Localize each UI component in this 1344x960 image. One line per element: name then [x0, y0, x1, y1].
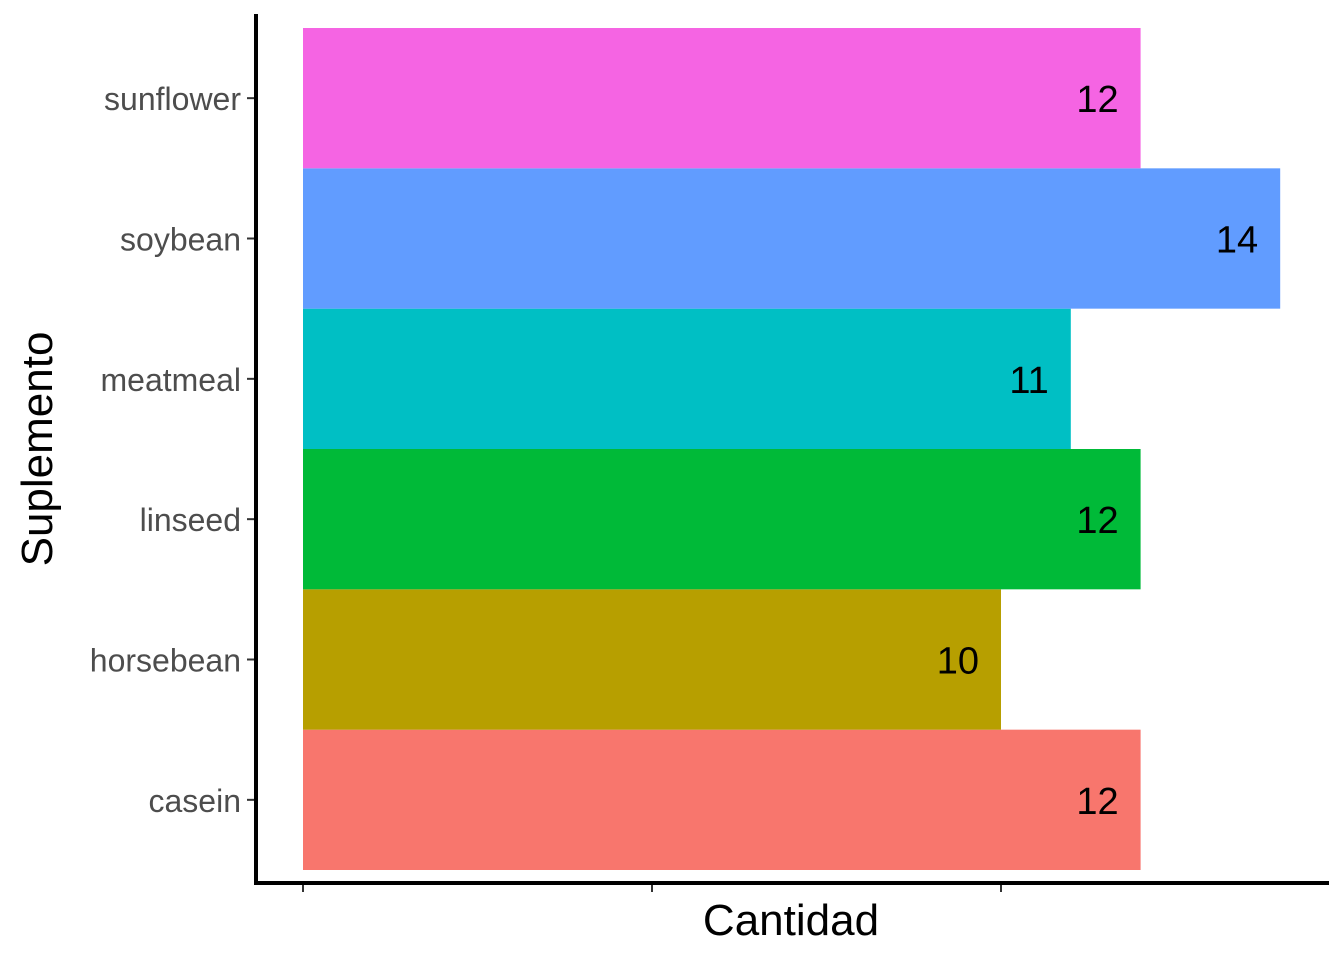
y-tick-label-sunflower: sunflower [104, 81, 241, 117]
data-labels-group: 12 10 12 11 14 12 [937, 79, 1258, 823]
bar-meatmeal [303, 308, 1071, 449]
bar-linseed [303, 449, 1141, 590]
y-tick-label-soybean: soybean [120, 222, 241, 258]
data-label-casein: 12 [1076, 781, 1118, 823]
x-axis-title: Cantidad [703, 896, 879, 945]
y-axis-ticks: casein horsebean linseed meatmeal soybean sun… [90, 81, 256, 819]
data-label-sunflower: 12 [1076, 79, 1118, 121]
bar-horsebean [303, 589, 1001, 730]
bar-soybean [303, 168, 1281, 309]
data-label-linseed: 12 [1076, 500, 1118, 542]
data-label-meatmeal: 11 [1009, 360, 1048, 402]
y-axis-title: Suplemento [13, 332, 62, 567]
data-label-horsebean: 10 [937, 641, 979, 683]
bar-sunflower [303, 28, 1141, 169]
y-tick-label-horsebean: horsebean [90, 643, 241, 679]
y-tick-label-meatmeal: meatmeal [101, 362, 242, 398]
y-tick-label-linseed: linseed [140, 502, 241, 538]
y-tick-label-casein: casein [149, 783, 242, 819]
data-label-soybean: 14 [1216, 220, 1258, 262]
bar-casein [303, 729, 1141, 870]
bars-group [303, 28, 1281, 870]
